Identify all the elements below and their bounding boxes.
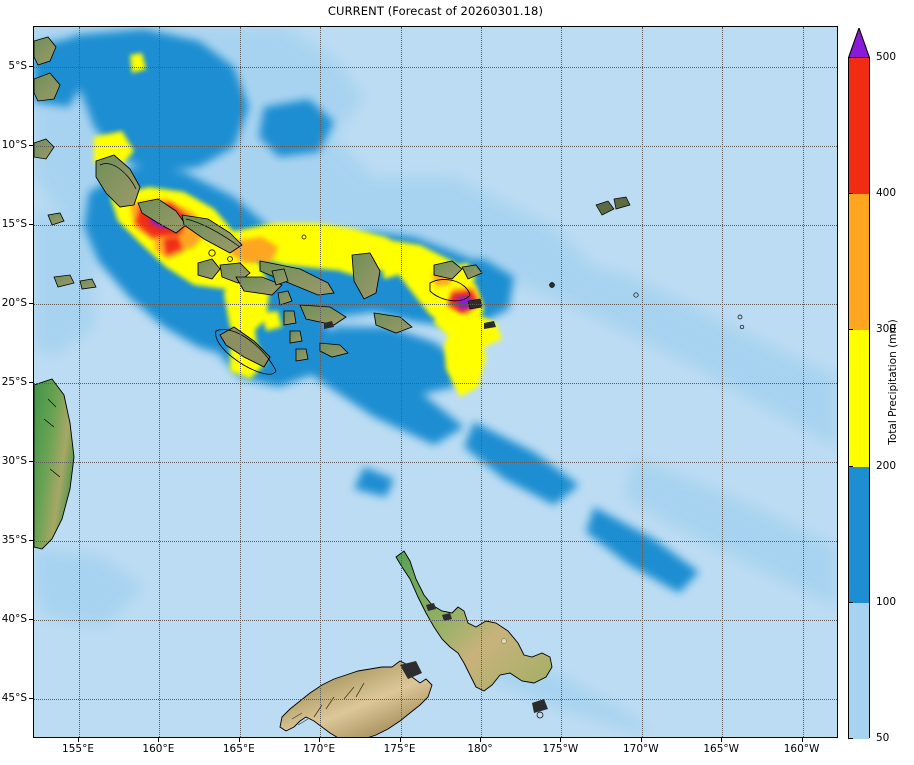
x-tick-label: 160°W bbox=[783, 743, 820, 755]
colorbar-tick-label: 500 bbox=[876, 51, 897, 63]
y-tick-label: 40°S bbox=[1, 613, 27, 625]
map-plot-area[interactable] bbox=[33, 26, 838, 738]
colorbar-tick-label: 100 bbox=[876, 596, 897, 608]
x-tick-label: 175°E bbox=[383, 743, 416, 755]
colorbar-extend-arrow-icon bbox=[848, 28, 870, 58]
x-tick bbox=[238, 738, 240, 742]
x-tick bbox=[319, 738, 321, 742]
y-tick bbox=[29, 382, 33, 383]
colorbar-segment-100-200 bbox=[849, 466, 869, 603]
y-tick-label: 20°S bbox=[1, 297, 27, 309]
x-tick bbox=[801, 738, 803, 742]
x-tick-label: 170°E bbox=[303, 743, 336, 755]
land-vanuatu bbox=[271, 268, 309, 362]
figure-title: CURRENT (Forecast of 20260301.18) bbox=[327, 4, 544, 18]
colorbar-tick-label: 400 bbox=[876, 187, 897, 199]
land-new-zealand-north bbox=[395, 550, 553, 692]
colorbar-tick-label: 300 bbox=[876, 323, 897, 335]
land-fiji bbox=[429, 260, 483, 310]
map-canvas bbox=[34, 27, 837, 737]
y-tick-label: 30°S bbox=[1, 455, 27, 467]
y-tick bbox=[29, 619, 33, 621]
y-tick bbox=[29, 302, 33, 304]
y-tick-label: 15°S bbox=[1, 218, 27, 230]
colorbar-segment-400-500 bbox=[849, 58, 869, 195]
colorbar-tick bbox=[848, 329, 853, 330]
y-tick-label: 25°S bbox=[1, 376, 27, 388]
x-tick-label: 170°W bbox=[622, 743, 659, 755]
x-tick-label: 165°E bbox=[222, 743, 255, 755]
x-tick bbox=[721, 738, 723, 742]
x-tick bbox=[399, 738, 401, 742]
colorbar-tick-label: 200 bbox=[876, 460, 897, 472]
colorbar-tick bbox=[848, 738, 853, 739]
land-scattered-islands bbox=[301, 196, 745, 719]
y-tick bbox=[29, 540, 33, 542]
x-tick-label: 160°E bbox=[142, 743, 175, 755]
y-tick-label: 10°S bbox=[1, 139, 27, 151]
x-tick bbox=[560, 738, 562, 742]
colorbar-tick bbox=[848, 57, 853, 58]
y-tick bbox=[29, 144, 33, 146]
land-papua-new-guinea bbox=[34, 36, 61, 160]
colorbar-axis-label: Total Precipitation (mm) bbox=[887, 319, 899, 445]
x-tick-label: 180° bbox=[467, 743, 493, 755]
y-tick bbox=[29, 461, 33, 463]
colorbar-segment-300-400 bbox=[849, 194, 869, 331]
x-tick bbox=[78, 738, 79, 742]
colorbar-tick bbox=[848, 193, 853, 194]
x-tick bbox=[640, 738, 642, 742]
y-tick-label: 5°S bbox=[8, 60, 27, 72]
x-tick-label: 165°W bbox=[703, 743, 740, 755]
land-new-zealand-south bbox=[279, 660, 433, 737]
x-tick-label: 155°E bbox=[62, 743, 94, 755]
y-tick-label: 35°S bbox=[1, 534, 27, 546]
colorbar-tick bbox=[848, 602, 853, 603]
coastline-detail bbox=[99, 163, 241, 248]
colorbar-gradient bbox=[848, 57, 870, 739]
x-tick bbox=[158, 738, 160, 742]
map-raster bbox=[34, 27, 837, 737]
colorbar[interactable] bbox=[848, 26, 870, 739]
x-tick-label: 175°W bbox=[542, 743, 579, 755]
x-tick bbox=[480, 738, 481, 742]
colorbar-tick bbox=[848, 466, 853, 467]
y-tick bbox=[29, 65, 33, 67]
land-australia bbox=[34, 378, 75, 550]
colorbar-tick-label: 50 bbox=[876, 732, 890, 744]
y-tick bbox=[29, 698, 33, 700]
colorbar-segment-50-100 bbox=[849, 602, 869, 739]
y-tick-label: 45°S bbox=[1, 692, 27, 704]
colorbar-segment-200-300 bbox=[849, 330, 869, 467]
land-solomon-islands bbox=[47, 154, 413, 358]
y-tick bbox=[29, 223, 33, 225]
land-new-caledonia bbox=[215, 326, 277, 375]
